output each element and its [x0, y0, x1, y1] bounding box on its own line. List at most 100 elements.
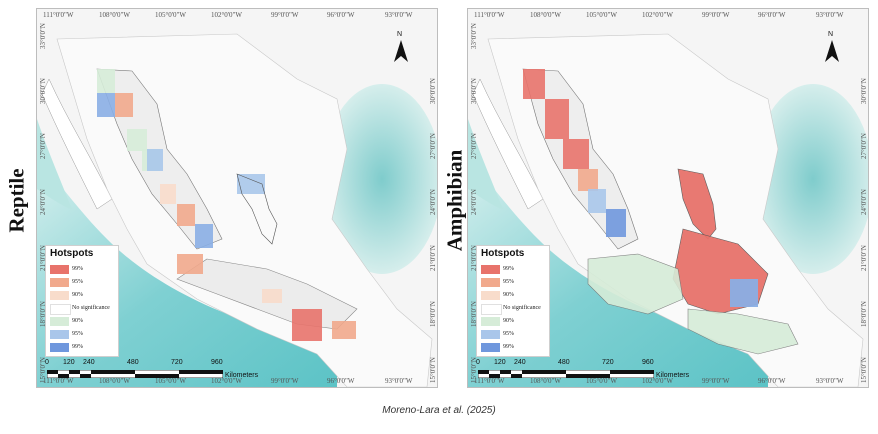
map-panel-amphibian[interactable]: 111°0'0"W 108°0'0"W 105°0'0"W 102°0'0"W … — [467, 8, 869, 388]
lat-label: 21°0'0"N — [860, 245, 868, 271]
hotspot-cell — [578, 169, 598, 191]
baja-pacific-shelf — [468, 119, 503, 209]
legend-row: 95% — [481, 277, 549, 288]
north-arrow-icon — [825, 40, 839, 62]
legend-label: No significance — [72, 305, 110, 311]
legend-label: 95% — [72, 279, 83, 285]
lat-label: 27°0'0"N — [429, 133, 437, 159]
scale-tick: 120 — [494, 359, 506, 366]
north-arrow: N — [824, 31, 840, 62]
scale-unit: Kilometers — [225, 372, 259, 379]
legend-label: 90% — [503, 318, 514, 324]
scale-bar-graphic — [478, 370, 654, 378]
legend-label: 95% — [503, 279, 514, 285]
legend-row: 99% — [50, 342, 118, 353]
lat-label: 24°0'0"N — [860, 189, 868, 215]
side-title-reptile: Reptile — [4, 168, 29, 233]
lon-label: 102°0'0"W — [211, 377, 243, 385]
lon-label: 99°0'0"W — [702, 11, 730, 19]
legend-swatch — [50, 343, 69, 352]
lat-label: 30°0'0"N — [429, 78, 437, 104]
hotspot-cell — [177, 254, 203, 274]
scale-tick: 960 — [642, 359, 654, 366]
legend-swatch — [50, 265, 69, 274]
baja-pacific-shelf — [37, 119, 72, 209]
lat-label: 24°0'0"N — [39, 189, 47, 215]
legend-label: 90% — [503, 292, 514, 298]
legend-swatch — [50, 304, 71, 315]
legend-row: 90% — [481, 290, 549, 301]
scale-tick: 720 — [602, 359, 614, 366]
lon-label: 96°0'0"W — [327, 377, 355, 385]
lat-label: 30°0'0"N — [470, 78, 478, 104]
map-panel-reptile[interactable]: 111°0'0"W 108°0'0"W 105°0'0"W 102°0'0"W … — [36, 8, 438, 388]
lon-label: 93°0'0"W — [816, 377, 844, 385]
lat-label: 27°0'0"N — [860, 133, 868, 159]
lon-label: 105°0'0"W — [155, 11, 187, 19]
lat-label: 27°0'0"N — [39, 133, 47, 159]
legend-row: No significance — [481, 303, 549, 315]
legend-swatch — [50, 317, 69, 326]
legend-swatch — [50, 330, 69, 339]
hotspot-cell — [606, 209, 626, 237]
scale-tick: 960 — [211, 359, 223, 366]
scale-tick: 240 — [83, 359, 95, 366]
hotspot-region — [677, 168, 717, 240]
lat-label: 33°0'0"N — [470, 23, 478, 49]
figure-credit: Moreno-Lara et al. (2025) — [382, 405, 496, 416]
hotspot-cell — [730, 279, 758, 307]
legend-label: 90% — [72, 318, 83, 324]
hotspot-cell — [588, 189, 606, 213]
hotspot-cell — [262, 289, 282, 303]
hotspot-cell — [115, 93, 133, 117]
lon-label: 111°0'0"W — [43, 377, 74, 385]
lon-label: 102°0'0"W — [642, 377, 674, 385]
scale-bar: 0 120 240 480 720 960 Kilometers — [476, 359, 736, 385]
lat-label: 21°0'0"N — [429, 245, 437, 271]
legend-label: 99% — [503, 266, 514, 272]
lon-label: 96°0'0"W — [758, 11, 786, 19]
hotspot-cell — [292, 309, 322, 341]
legend-swatch — [481, 265, 500, 274]
lat-label: 18°0'0"N — [860, 301, 868, 327]
legend-row: 99% — [50, 264, 118, 275]
north-arrow: N — [393, 31, 409, 62]
lon-label: 96°0'0"W — [327, 11, 355, 19]
legend-reptile: Hotspots 99% 95% 90% No significance 90%… — [45, 245, 119, 357]
lat-label: 30°0'0"N — [39, 78, 47, 104]
lon-label: 99°0'0"W — [271, 377, 299, 385]
lon-label: 111°0'0"W — [43, 11, 74, 19]
lat-label: 24°0'0"N — [470, 189, 478, 215]
hotspot-cell — [127, 129, 147, 151]
lon-label: 108°0'0"W — [99, 377, 131, 385]
lon-label: 111°0'0"W — [474, 11, 505, 19]
sierra-madre-oriental — [236, 173, 278, 245]
scale-bar-graphic — [47, 370, 223, 378]
baja-peninsula — [472, 78, 544, 210]
lat-label: 30°0'0"N — [860, 78, 868, 104]
legend-amphibian: Hotspots 99% 95% 90% No significance 90%… — [476, 245, 550, 357]
legend-swatch — [50, 291, 69, 300]
legend-label: 95% — [503, 331, 514, 337]
gulf-of-mexico — [753, 84, 868, 274]
legend-swatch — [481, 278, 500, 287]
scale-tick: 0 — [45, 359, 49, 366]
scale-tick: 240 — [514, 359, 526, 366]
lat-label: 15°0'0"N — [429, 357, 437, 383]
scale-tick: 480 — [558, 359, 570, 366]
lon-label: 96°0'0"W — [758, 377, 786, 385]
hotspot-cell — [237, 174, 265, 194]
legend-row: 90% — [481, 316, 549, 327]
lon-label: 108°0'0"W — [530, 11, 562, 19]
lon-label: 105°0'0"W — [155, 377, 187, 385]
legend-label: No significance — [503, 305, 541, 311]
lon-label: 93°0'0"W — [385, 377, 413, 385]
scale-unit: Kilometers — [656, 372, 690, 379]
hotspot-cell — [97, 93, 115, 117]
legend-swatch — [481, 317, 500, 326]
legend-row: 90% — [50, 316, 118, 327]
north-label: N — [828, 31, 834, 38]
gulf-of-mexico — [322, 84, 437, 274]
hotspot-cell — [97, 69, 115, 93]
scale-tick: 720 — [171, 359, 183, 366]
